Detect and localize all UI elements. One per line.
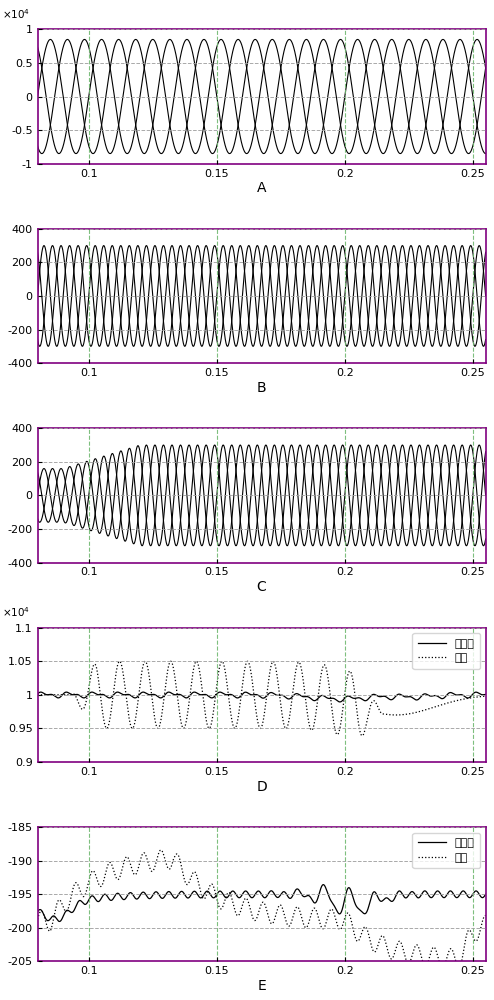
常规	[296, 656, 302, 668]
本发明	[390, 895, 396, 907]
X-axis label: E: E	[257, 979, 266, 993]
本发明	[22, 902, 28, 914]
本发明	[390, 693, 396, 705]
常规	[316, 915, 322, 927]
X-axis label: D: D	[256, 780, 267, 794]
常规	[45, 923, 51, 935]
本发明	[485, 689, 491, 701]
本发明	[45, 689, 51, 701]
本发明	[485, 885, 491, 897]
本发明	[366, 901, 371, 913]
常规	[485, 690, 491, 702]
本发明	[316, 887, 322, 899]
常规	[366, 708, 371, 720]
常规	[168, 655, 174, 667]
Legend: 本发明, 常规: 本发明, 常规	[412, 633, 480, 669]
本发明	[316, 691, 322, 703]
本发明	[320, 879, 326, 891]
Line: 本发明: 本发明	[25, 692, 488, 702]
常规	[390, 951, 396, 963]
本发明	[337, 696, 343, 708]
Line: 本发明: 本发明	[25, 885, 488, 921]
本发明	[22, 688, 28, 700]
常规	[366, 927, 371, 939]
Legend: 本发明, 常规: 本发明, 常规	[412, 833, 480, 868]
常规	[359, 730, 365, 742]
X-axis label: C: C	[257, 580, 266, 594]
常规	[45, 689, 51, 701]
本发明	[63, 686, 69, 698]
本发明	[190, 687, 196, 699]
Text: $\times 10^4$: $\times 10^4$	[1, 7, 30, 21]
常规	[485, 914, 491, 926]
本发明	[366, 693, 371, 705]
常规	[456, 963, 462, 975]
常规	[190, 867, 196, 879]
本发明	[190, 886, 196, 898]
Line: 常规: 常规	[25, 661, 488, 736]
常规	[390, 709, 396, 721]
X-axis label: A: A	[257, 181, 266, 195]
本发明	[296, 689, 302, 701]
常规	[22, 689, 28, 701]
本发明	[45, 915, 51, 927]
Line: 常规: 常规	[25, 850, 488, 969]
本发明	[56, 915, 62, 927]
Text: $\times 10^4$: $\times 10^4$	[1, 605, 30, 619]
常规	[296, 903, 302, 915]
本发明	[296, 884, 302, 896]
常规	[22, 905, 28, 917]
常规	[316, 681, 322, 693]
X-axis label: B: B	[257, 381, 266, 395]
常规	[190, 669, 196, 681]
常规	[158, 844, 164, 856]
